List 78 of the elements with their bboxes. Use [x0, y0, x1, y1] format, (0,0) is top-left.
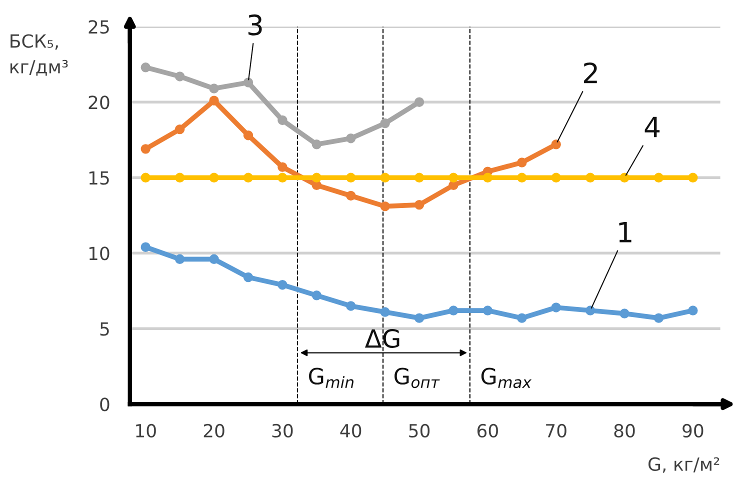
- point: [380, 172, 390, 182]
- x-tick-label: 10: [136, 424, 156, 438]
- point: [346, 172, 356, 182]
- point: [414, 97, 424, 107]
- point: [448, 172, 458, 182]
- x-tick-label: 70: [546, 424, 566, 438]
- point: [380, 118, 390, 128]
- point: [620, 308, 630, 318]
- point: [346, 134, 356, 144]
- point: [654, 313, 664, 323]
- point: [209, 172, 219, 182]
- point: [174, 72, 185, 82]
- y-axis-title: БСК₅, кг/дм³: [10, 34, 68, 76]
- x-tick-label: 30: [272, 424, 293, 438]
- point: [688, 306, 698, 316]
- point: [243, 172, 254, 182]
- point: [688, 172, 698, 182]
- text: 1: [619, 222, 632, 242]
- point: [243, 130, 254, 140]
- point: [209, 96, 219, 106]
- point: [278, 172, 288, 182]
- point: [278, 280, 288, 290]
- point: [551, 172, 561, 182]
- point: [346, 301, 356, 311]
- point: [312, 290, 322, 300]
- ref-line-label: G$_{опт}$: [394, 368, 440, 388]
- ref-line-label: G$_{max}$: [481, 368, 532, 388]
- point: [346, 190, 356, 201]
- x-tick-label: 80: [614, 424, 635, 438]
- point: [414, 172, 424, 182]
- x-tick-label: 40: [340, 424, 362, 438]
- point: [140, 144, 150, 154]
- y-tick-label: 15: [89, 171, 109, 185]
- y-tick-label: 20: [88, 96, 110, 110]
- point: [312, 140, 322, 150]
- point: [174, 172, 185, 182]
- point: [448, 306, 458, 316]
- y-tick-label: 25: [88, 20, 109, 34]
- point: [278, 162, 288, 172]
- point: [312, 172, 322, 182]
- point: [551, 302, 561, 312]
- point: [517, 172, 527, 182]
- point: [482, 172, 493, 182]
- point: [209, 254, 219, 264]
- point: [174, 254, 185, 264]
- series-label: 3: [248, 14, 262, 36]
- point: [414, 200, 424, 210]
- point: [482, 306, 493, 316]
- point: [654, 172, 664, 182]
- point: [585, 306, 596, 316]
- y-tick-label: 0: [100, 398, 110, 412]
- y-tick-label: 10: [89, 246, 110, 260]
- point: [278, 115, 288, 126]
- series-label: 4: [644, 116, 660, 138]
- annotation: ΔG: [364, 329, 400, 348]
- x-tick-label: 90: [682, 424, 704, 438]
- point: [517, 158, 527, 168]
- x-axis-title: G, кг/м²: [648, 457, 720, 473]
- x-tick-label: 60: [477, 424, 498, 438]
- point: [209, 84, 219, 94]
- point: [414, 313, 424, 323]
- ref-line-label: G$_{min}$: [309, 368, 354, 388]
- point: [140, 62, 150, 72]
- point: [380, 307, 390, 317]
- point: [551, 140, 561, 150]
- point: [140, 172, 150, 182]
- point: [380, 201, 390, 212]
- point: [585, 172, 596, 182]
- point: [243, 272, 254, 282]
- text: 2: [584, 62, 597, 84]
- point: [243, 78, 254, 88]
- y-tick-label: 5: [100, 322, 109, 336]
- point: [620, 172, 630, 182]
- point: [140, 242, 150, 252]
- x-tick-label: 20: [204, 424, 224, 438]
- point: [174, 124, 185, 134]
- point: [517, 313, 527, 323]
- x-tick-label: 50: [409, 424, 430, 438]
